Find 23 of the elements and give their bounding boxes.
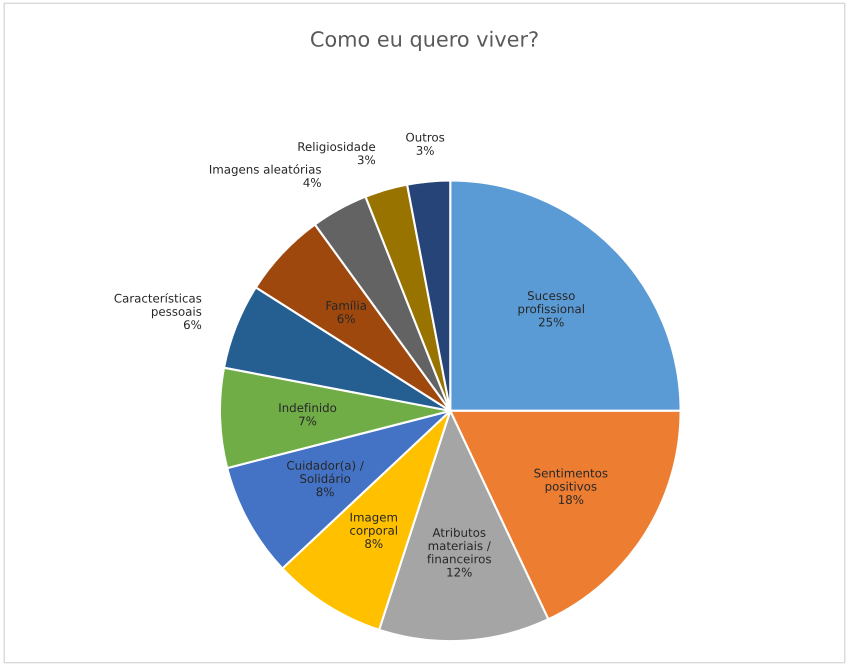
- slice-label: Família: [326, 300, 366, 310]
- slice-label: Atributos materiais / financeiros: [427, 528, 491, 564]
- data-label: 4%: [303, 178, 321, 187]
- slice-label: Imagem corporal: [350, 512, 397, 538]
- slice-label: Cuidador(a) / Solidário: [287, 460, 364, 484]
- chart-title: Como eu quero viver?: [311, 30, 538, 51]
- data-label: 25%: [538, 318, 564, 327]
- data-label: 8%: [365, 539, 382, 548]
- slice-label: Religiosidade: [298, 142, 376, 154]
- data-label: 12%: [447, 568, 472, 577]
- slice-label: Sentimentos positivos: [534, 468, 608, 494]
- data-label: 18%: [559, 495, 584, 504]
- data-label: 6%: [338, 314, 355, 324]
- data-label: 3%: [416, 146, 434, 155]
- slice-label: Imagens aleatórias: [210, 164, 321, 176]
- data-label: 3%: [358, 155, 376, 164]
- data-label: 8%: [316, 487, 334, 496]
- slice-label: Sucesso profissional: [518, 291, 584, 316]
- data-label: 7%: [299, 416, 316, 426]
- data-label: 6%: [184, 320, 202, 330]
- slice-label: Outros: [406, 132, 444, 142]
- slice-label: Indefinido: [279, 403, 336, 412]
- slice-label: Características pessoais: [114, 293, 202, 318]
